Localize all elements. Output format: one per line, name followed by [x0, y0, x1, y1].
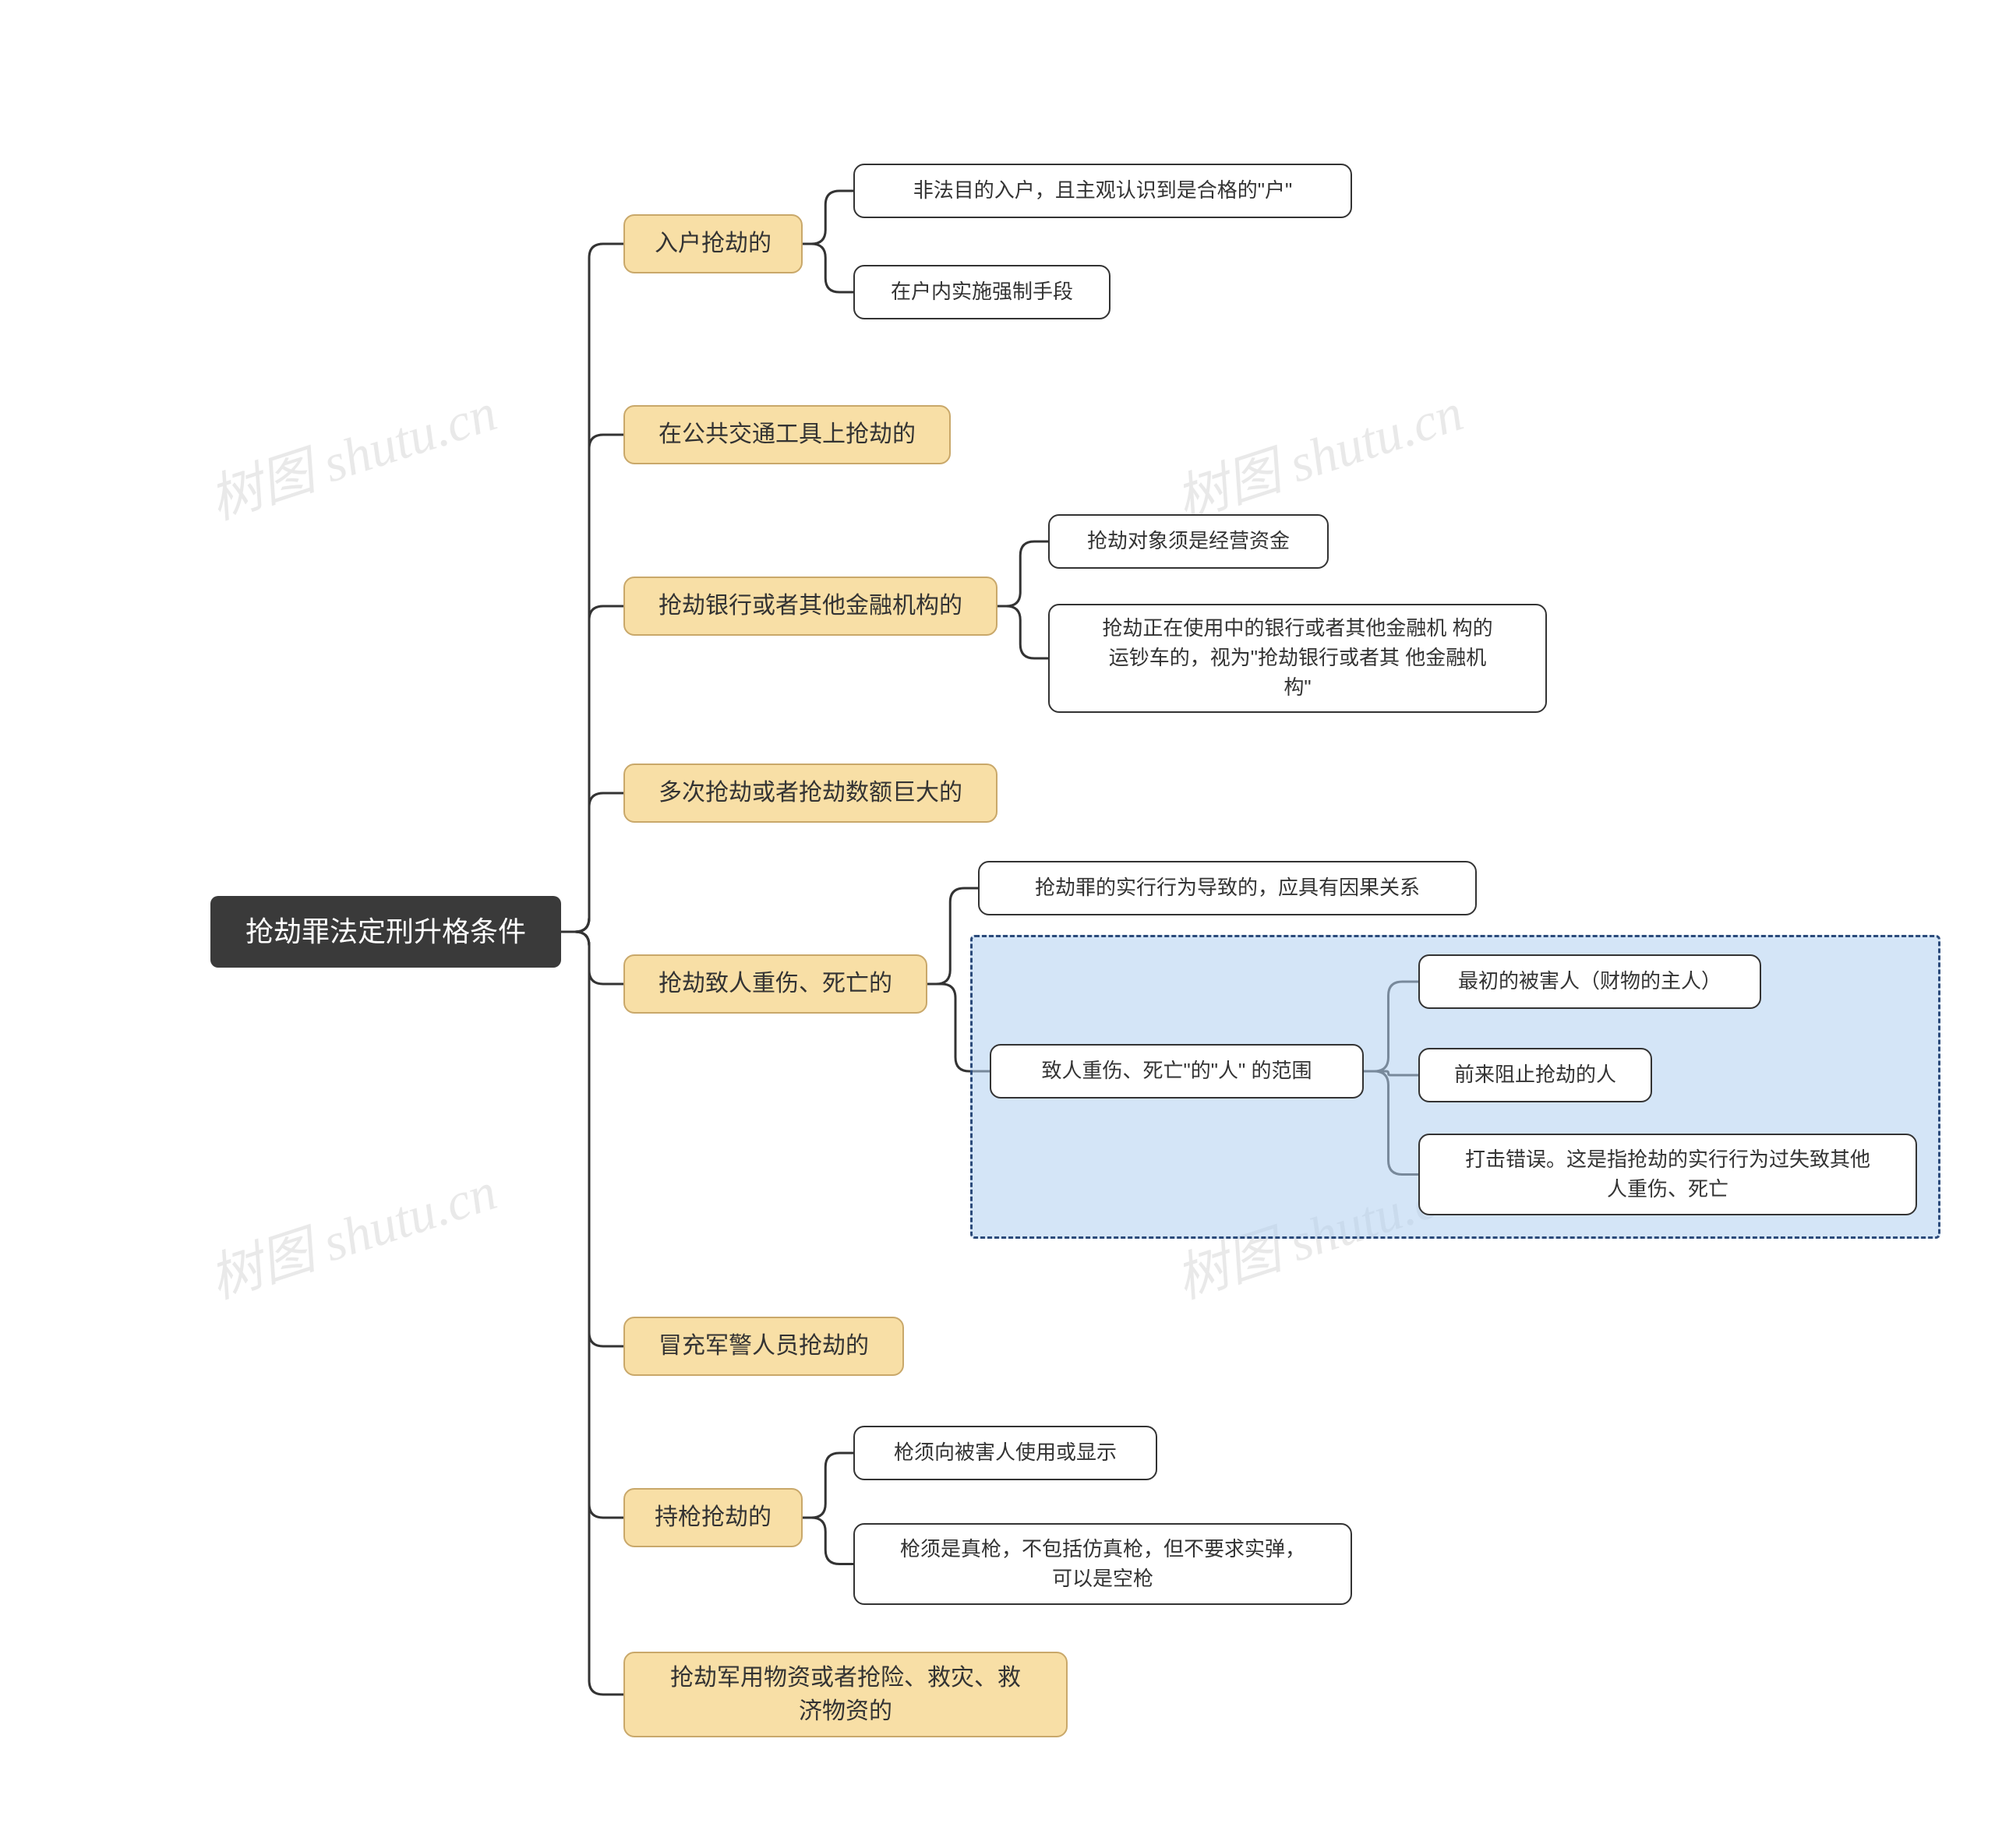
watermark: 树图 shutu.cn	[1164, 369, 1471, 534]
leaf-node: 抢劫对象须是经营资金	[1048, 514, 1329, 569]
leaf-node: 致人重伤、死亡"的"人" 的范围	[990, 1044, 1364, 1099]
level1-node: 在公共交通工具上抢劫的	[623, 405, 951, 464]
level1-node: 入户抢劫的	[623, 214, 803, 273]
leaf-node: 在户内实施强制手段	[853, 265, 1110, 319]
leaf-node: 最初的被害人（财物的主人）	[1418, 954, 1761, 1009]
watermark: 树图 shutu.cn	[198, 1148, 504, 1313]
leaf-node: 非法目的入户，且主观认识到是合格的"户"	[853, 164, 1352, 218]
leaf-node: 枪须向被害人使用或显示	[853, 1426, 1157, 1480]
leaf-node: 前来阻止抢劫的人	[1418, 1048, 1652, 1102]
level1-node: 多次抢劫或者抢劫数额巨大的	[623, 764, 998, 823]
level1-node: 抢劫军用物资或者抢险、救灾、救 济物资的	[623, 1652, 1068, 1737]
level1-node: 抢劫银行或者其他金融机构的	[623, 577, 998, 636]
watermark: 树图 shutu.cn	[198, 369, 504, 534]
root-node: 抢劫罪法定刑升格条件	[210, 896, 561, 968]
level1-node: 抢劫致人重伤、死亡的	[623, 954, 927, 1014]
leaf-node: 抢劫正在使用中的银行或者其他金融机 构的 运钞车的，视为"抢劫银行或者其 他金融…	[1048, 604, 1547, 713]
mindmap-stage: 树图 shutu.cn 树图 shutu.cn 树图 shutu.cn 树图 s…	[0, 0, 1995, 1848]
leaf-node: 抢劫罪的实行行为导致的，应具有因果关系	[978, 861, 1477, 915]
leaf-node: 枪须是真枪，不包括仿真枪，但不要求实弹， 可以是空枪	[853, 1523, 1352, 1605]
leaf-node: 打击错误。这是指抢劫的实行行为过失致其他 人重伤、死亡	[1418, 1134, 1917, 1215]
level1-node: 冒充军警人员抢劫的	[623, 1317, 904, 1376]
level1-node: 持枪抢劫的	[623, 1488, 803, 1547]
